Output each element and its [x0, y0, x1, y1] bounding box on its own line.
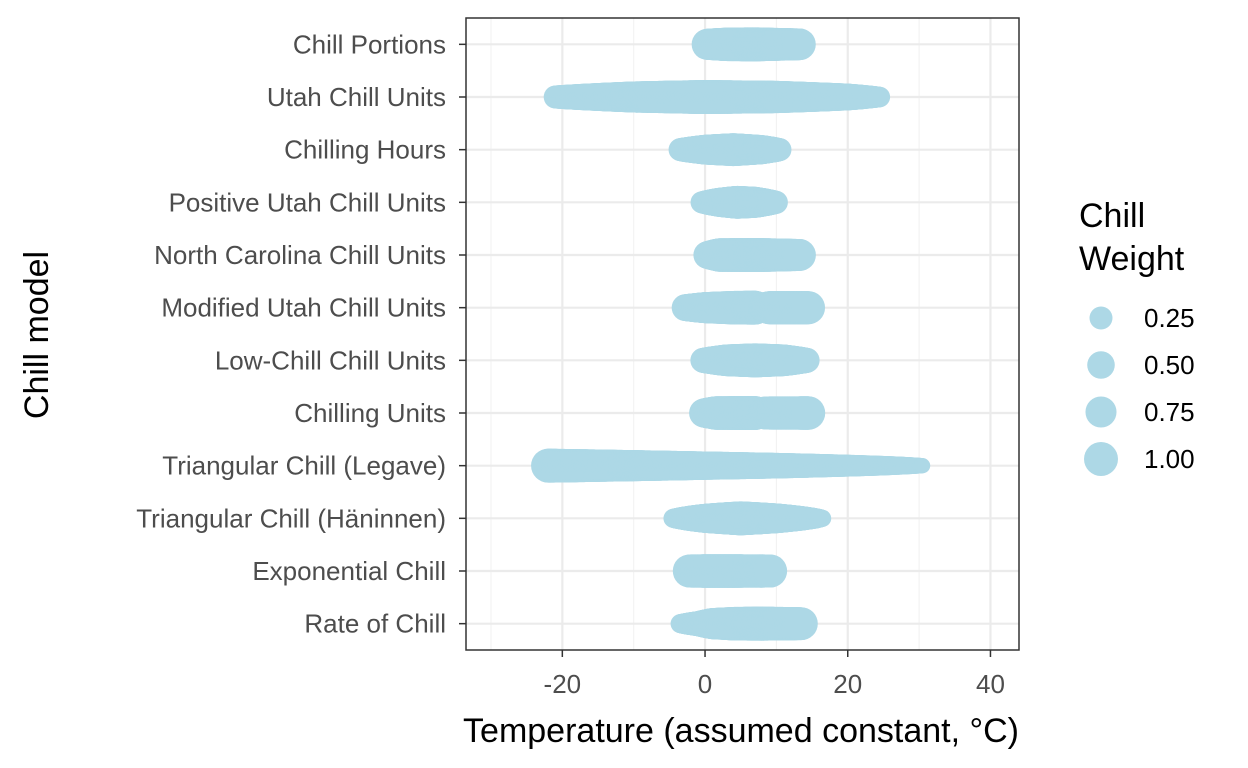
y-tick-label: Low-Chill Chill Units — [215, 345, 446, 375]
y-tick-label: Rate of Chill — [304, 609, 446, 639]
y-tick-label: Utah Chill Units — [267, 82, 446, 112]
x-tick-label: 20 — [833, 669, 862, 699]
legend-key — [1089, 306, 1113, 330]
data-point — [768, 138, 792, 162]
data-point — [784, 28, 816, 61]
y-tick-label: North Carolina Chill Units — [154, 240, 446, 270]
x-tick-label: 40 — [976, 669, 1005, 699]
legend: Chill Weight 0.25 0.50 0.75 1.00 — [1079, 197, 1195, 476]
y-axis-title: Chill model — [18, 251, 56, 419]
data-point — [791, 291, 826, 325]
y-tick-label: Chilling Units — [294, 398, 446, 428]
data-point — [784, 607, 818, 641]
y-tick-label: Chill Portions — [293, 29, 446, 59]
legend-title-line-1: Chill — [1079, 197, 1145, 235]
legend-label: 0.50 — [1144, 350, 1195, 380]
x-axis: -20 0 20 40 — [544, 650, 1005, 699]
legend-key — [1087, 351, 1115, 379]
x-tick-label: 0 — [698, 669, 712, 699]
y-tick-label: Modified Utah Chill Units — [161, 293, 446, 323]
y-tick-label: Positive Utah Chill Units — [169, 187, 446, 217]
legend-key — [1084, 442, 1118, 476]
y-tick-label: Triangular Chill (Legave) — [162, 451, 446, 481]
x-axis-title: Temperature (assumed constant, °C) — [463, 712, 1019, 750]
data-points — [531, 27, 931, 641]
data-point — [791, 396, 826, 430]
data-point — [783, 239, 816, 271]
y-tick-label: Exponential Chill — [252, 556, 446, 586]
data-point — [814, 509, 832, 527]
legend-label: 0.75 — [1144, 397, 1195, 427]
data-point — [794, 347, 820, 373]
legend-key — [1085, 396, 1117, 428]
x-tick-label: -20 — [544, 669, 582, 699]
legend-label: 1.00 — [1144, 444, 1195, 474]
data-point — [754, 554, 788, 588]
data-point — [869, 86, 891, 108]
legend-title-line-2: Weight — [1079, 240, 1185, 278]
panel-border — [465, 17, 1020, 651]
y-tick-label: Triangular Chill (Häninnen) — [136, 503, 446, 533]
y-axis: Rate of Chill Exponential Chill Triangular… — [136, 29, 466, 639]
data-point — [915, 458, 931, 474]
y-tick-label: Chilling Hours — [284, 135, 446, 165]
legend-label: 0.25 — [1144, 303, 1195, 333]
data-point — [764, 190, 788, 214]
